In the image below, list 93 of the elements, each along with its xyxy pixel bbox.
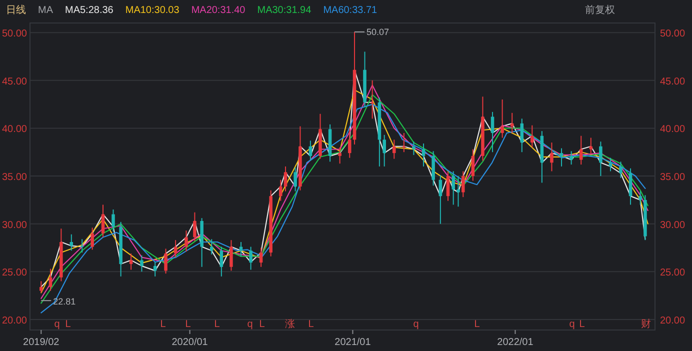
text: MA10:30.03 (125, 5, 180, 16)
candlestick (101, 204, 105, 238)
candlestick (500, 99, 504, 138)
annotation: 财 (641, 318, 651, 330)
candlestick (140, 254, 144, 272)
text: MA5:28.36 (65, 5, 114, 16)
candlestick (259, 247, 263, 268)
candlestick (70, 234, 74, 252)
candlestick (412, 141, 416, 156)
y-tick-label: 35.00 (2, 172, 28, 184)
annotation: L (579, 319, 586, 330)
candlestick (370, 80, 374, 120)
candlestick (129, 252, 133, 270)
candlestick (90, 227, 94, 250)
y-tick-label: 25.00 (2, 268, 28, 279)
candlestick (638, 190, 642, 206)
candlestick (510, 112, 514, 134)
candlestick (490, 111, 494, 153)
annotation: L (185, 319, 192, 330)
text: 前复权 (585, 4, 615, 16)
chart-title: 日线 (6, 4, 26, 16)
y2-tick-label: 45.00 (660, 76, 686, 88)
annotation: q (569, 319, 575, 330)
candlestick (570, 150, 573, 166)
annotation: 涨 (285, 318, 295, 330)
y2-tick-label: 30.00 (660, 220, 686, 231)
candlestick (112, 208, 115, 232)
candlestick (619, 161, 622, 178)
y2-tick-label: 35.00 (660, 172, 686, 184)
annotation: q (54, 319, 60, 330)
candlestick (193, 212, 196, 242)
candlestick (446, 170, 450, 202)
x-tick-label: 2021/01 (334, 337, 372, 348)
candlestick (550, 142, 554, 172)
candlestick (294, 166, 297, 192)
candlestick (348, 128, 352, 158)
candlestick (560, 148, 564, 167)
candlestick (579, 135, 583, 166)
candlestick (530, 124, 534, 148)
candlestick (471, 148, 475, 182)
x-tick-label: 2020/01 (172, 337, 208, 348)
text: MA60:33.71 (323, 5, 378, 16)
x-tick-label: 2022/01 (497, 337, 534, 348)
candlestick (278, 179, 282, 202)
candlestick (392, 139, 396, 160)
text: MA20:31.40 (191, 5, 246, 16)
annotation: q (247, 319, 253, 330)
y2-tick-label: 40.00 (660, 124, 686, 136)
candlestick (48, 268, 52, 292)
y-tick-label: 50.00 (2, 28, 28, 40)
candlestick (462, 170, 465, 198)
candlestick (402, 132, 406, 153)
y-tick-label: 40.00 (2, 124, 28, 136)
candlestick (284, 166, 288, 192)
candlestick (452, 170, 455, 206)
candlestick (599, 141, 602, 177)
annotation: L (214, 319, 220, 330)
candlestick (608, 157, 612, 172)
text: MA30:31.94 (257, 5, 312, 16)
candlestick (422, 143, 426, 167)
candlestick (432, 150, 435, 186)
candlestick (520, 118, 524, 153)
annotation: L (259, 319, 266, 330)
annotation: L (474, 319, 480, 330)
candlestick (220, 246, 224, 277)
candlestick (80, 238, 84, 254)
y-tick-label: 30.00 (2, 220, 28, 231)
y-tick-label: 20.00 (2, 315, 28, 326)
annotation: L (308, 319, 314, 330)
annotation: L (65, 319, 72, 330)
candlestick (230, 240, 233, 272)
y2-tick-label: 50.00 (660, 28, 686, 40)
candlestick (39, 280, 43, 294)
candlestick (382, 134, 386, 167)
candlestick (438, 174, 442, 224)
candlestick (184, 230, 188, 252)
candlestick (308, 140, 312, 162)
annotation: q (413, 319, 419, 330)
candlestick (164, 248, 168, 274)
x-tick-label: 2019/02 (23, 337, 60, 348)
annotation: 22.81 (53, 296, 76, 307)
annotation: 50.07 (366, 26, 390, 37)
candlestick (210, 238, 214, 255)
candlestick (456, 176, 460, 208)
y-tick-label: 45.00 (2, 76, 28, 88)
y2-tick-label: 20.00 (660, 315, 686, 326)
annotation: L (160, 319, 166, 330)
candlestick (249, 246, 252, 270)
candlestick (174, 240, 178, 258)
y2-tick-label: 25.00 (660, 268, 686, 279)
candlestick (338, 146, 342, 164)
candlestick (628, 168, 632, 206)
legend-title: MA (38, 5, 54, 16)
